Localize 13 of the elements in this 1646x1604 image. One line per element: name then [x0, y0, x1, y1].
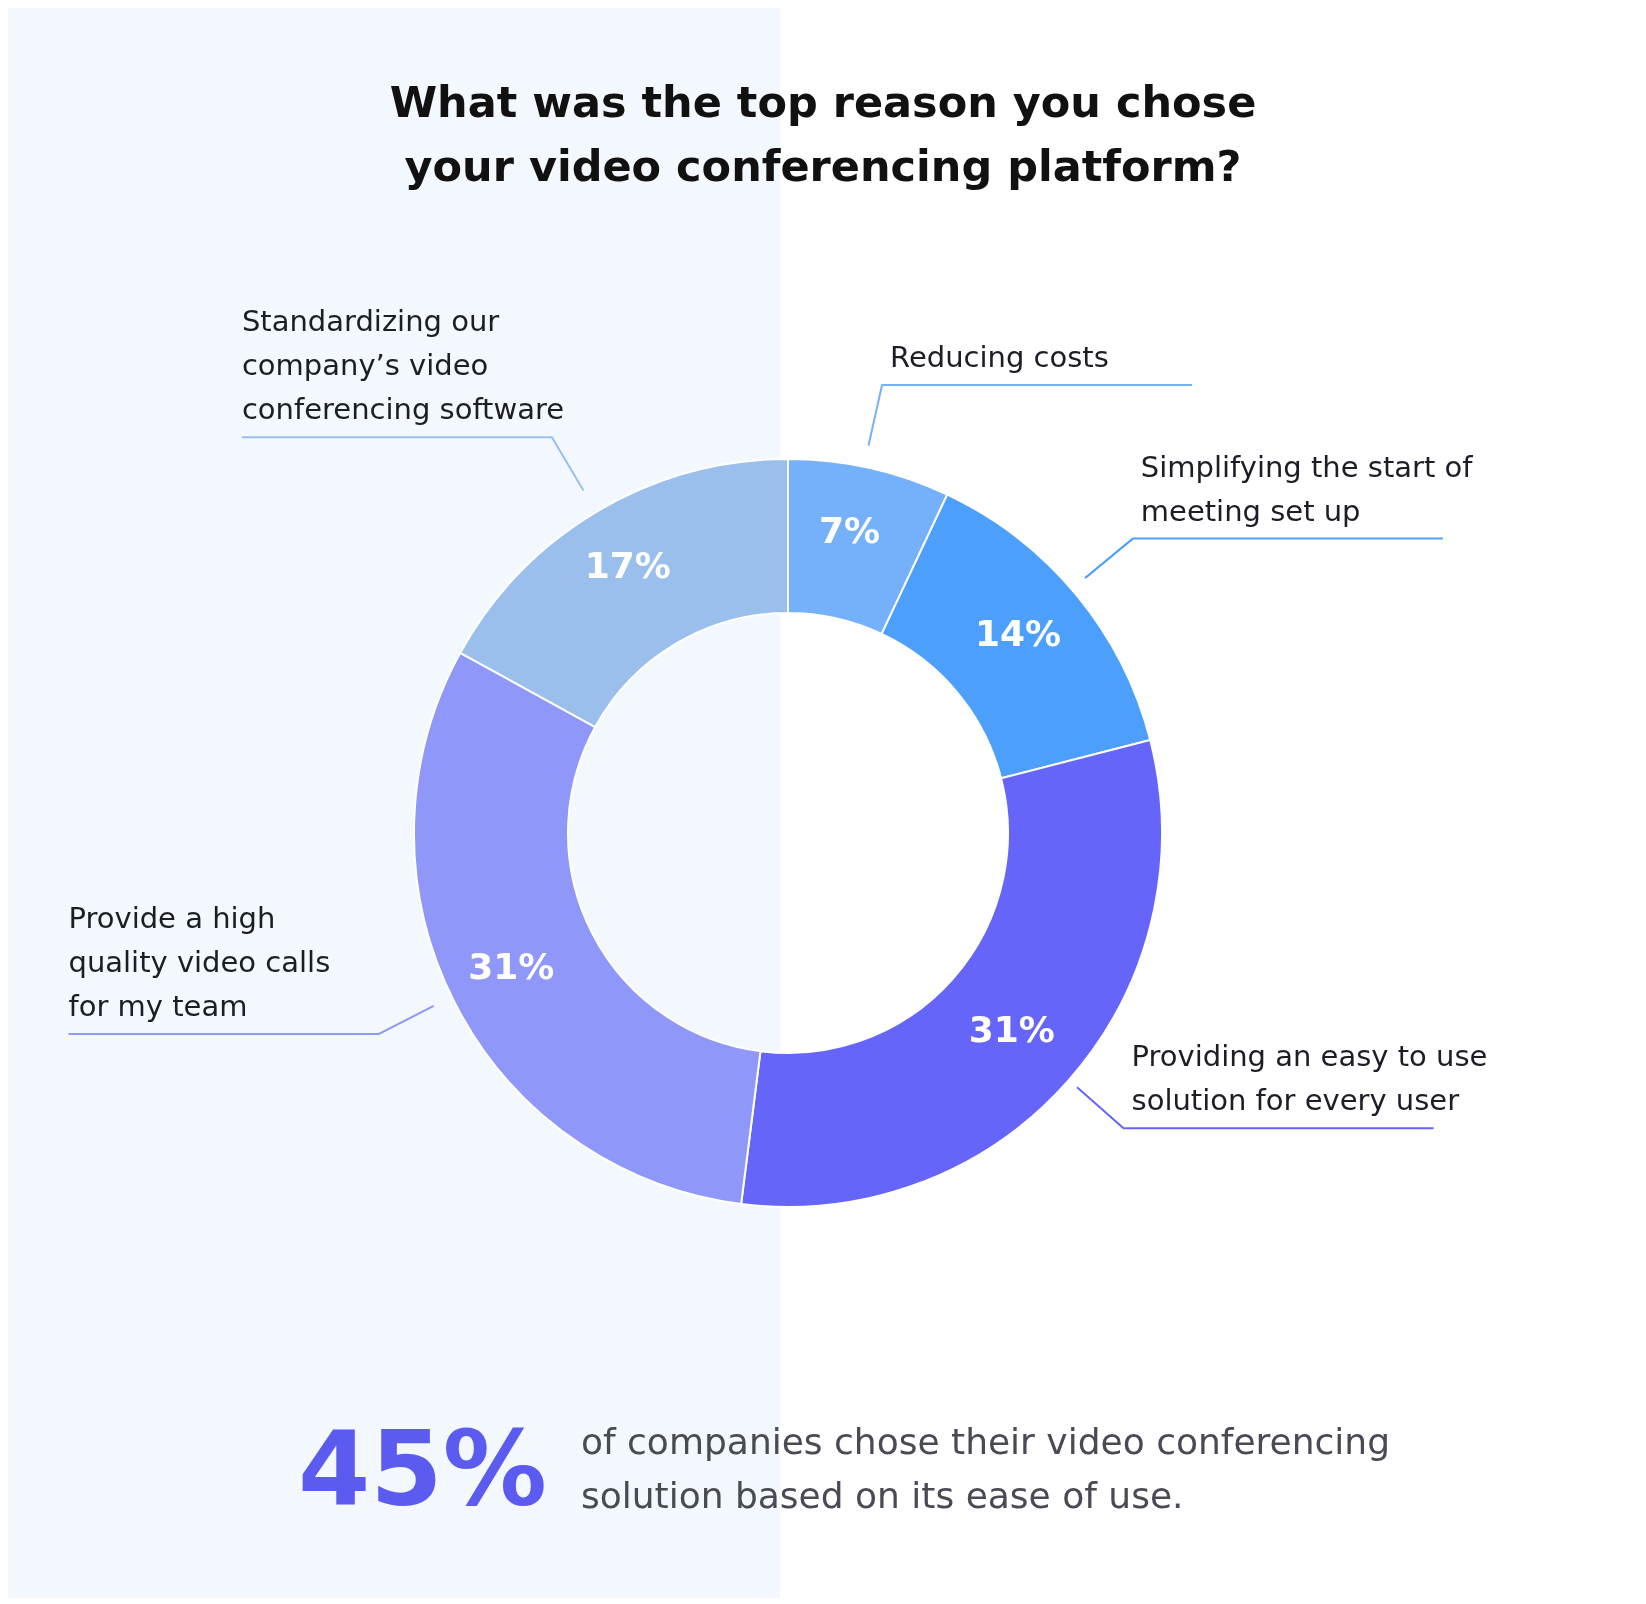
- slice-label: Standardizing our company’s video conferencing software: [241, 304, 565, 427]
- slice-label: Provide a high quality video calls for my team: [68, 901, 331, 1024]
- data-label: 14%: [974, 613, 1062, 655]
- slice-label: Simplifying the start of meeting set up: [1140, 449, 1474, 528]
- data-label: 17%: [584, 544, 671, 586]
- slice-label: Providing an easy to use solution for every user: [1131, 1039, 1488, 1118]
- data-label: 31%: [468, 945, 555, 987]
- data-label: 31%: [968, 1009, 1055, 1051]
- data-label: 7%: [818, 509, 881, 551]
- slice-label: Reducing costs: [890, 339, 1109, 374]
- text: 45%: [298, 1408, 547, 1530]
- chart-title: What was the top reason you chose your video conferencing platform?: [388, 76, 1258, 193]
- text: of companies chose their video conferencing solution based on its ease of use.: [580, 1420, 1392, 1518]
